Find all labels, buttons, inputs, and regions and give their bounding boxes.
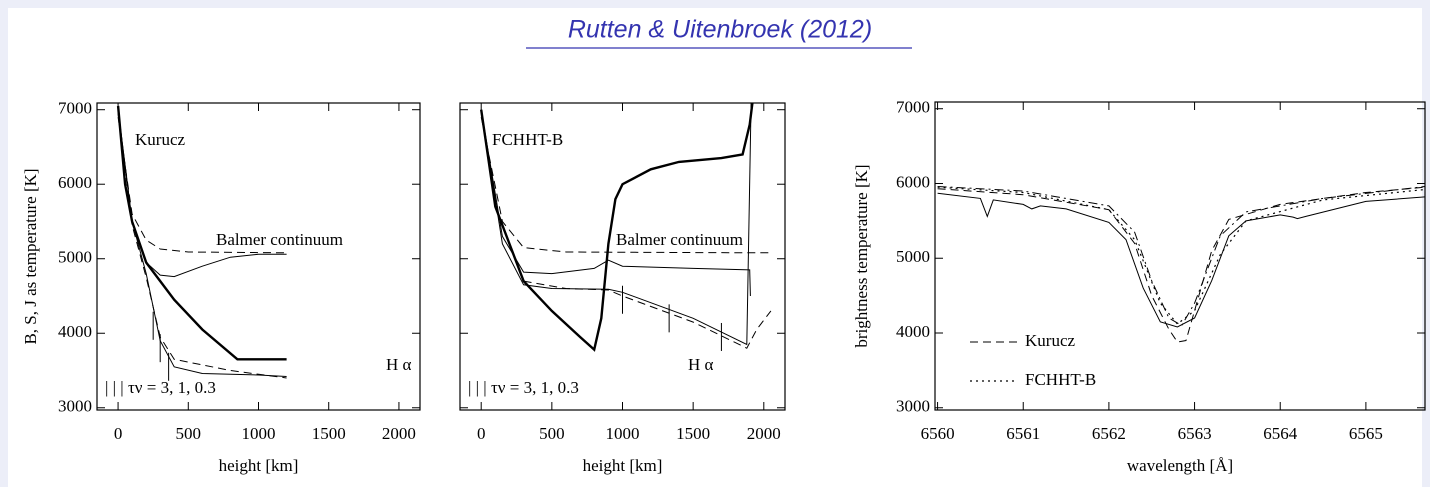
annotation: Balmer continuum	[616, 230, 743, 249]
plot-area	[937, 186, 1425, 343]
annotation: Balmer continuum	[216, 230, 343, 249]
x-tick-label: 6563	[1178, 424, 1212, 443]
y-tick-label: 5000	[896, 247, 930, 266]
x-tick-label: 500	[539, 424, 565, 443]
data-line	[117, 109, 287, 377]
data-line	[117, 109, 287, 278]
x-tick-label: 0	[477, 424, 486, 443]
annotation: | | | τν = 3, 1, 0.3	[468, 378, 579, 397]
y-tick-label: 6000	[896, 172, 930, 191]
plot-area	[116, 105, 287, 381]
data-line	[480, 103, 754, 352]
x-axis-label: height [km]	[583, 456, 663, 475]
x-tick-label: 6564	[1263, 424, 1298, 443]
y-tick-label: 3000	[58, 397, 92, 416]
x-axis-label: height [km]	[219, 456, 299, 475]
y-axis-label: brightness temperature [K]	[852, 164, 871, 347]
x-tick-label: 1500	[312, 424, 346, 443]
citation-link[interactable]: Rutten & Uitenbroek (2012)	[568, 16, 872, 44]
data-line	[523, 280, 772, 349]
annotation: H α	[386, 355, 412, 374]
x-tick-label: 6562	[1092, 424, 1126, 443]
y-tick-label: 7000	[58, 99, 92, 118]
data-line	[480, 117, 771, 254]
x-tick-label: 500	[176, 424, 202, 443]
legend-label: Kurucz	[1025, 331, 1075, 350]
slide-panel	[8, 8, 1422, 487]
data-line	[937, 186, 1425, 343]
data-line	[480, 103, 752, 346]
y-axis-label: B, S, J as temperature [K]	[21, 168, 40, 344]
axes-frame	[934, 101, 1426, 411]
y-tick-label: 4000	[58, 322, 92, 341]
x-tick-label: 2000	[747, 424, 781, 443]
annotation: FCHHT-B	[492, 130, 563, 149]
y-tick-label: 5000	[58, 248, 92, 267]
data-line	[117, 117, 287, 254]
x-tick-label: 6560	[921, 424, 955, 443]
y-tick-label: 3000	[896, 397, 930, 416]
y-tick-label: 6000	[58, 173, 92, 192]
x-tick-label: 6561	[1006, 424, 1040, 443]
annotation: Kurucz	[135, 130, 185, 149]
x-tick-label: 0	[114, 424, 123, 443]
data-line	[937, 186, 1425, 325]
y-tick-label: 4000	[896, 322, 930, 341]
x-tick-label: 6565	[1349, 424, 1383, 443]
data-line	[480, 109, 751, 297]
data-line	[116, 105, 287, 361]
x-tick-label: 1500	[676, 424, 710, 443]
annotation: | | | τν = 3, 1, 0.3	[105, 378, 216, 397]
annotation: H α	[688, 355, 714, 374]
x-tick-label: 1000	[242, 424, 276, 443]
x-axis-label: wavelength [Å]	[1127, 456, 1233, 475]
plot-area	[480, 103, 772, 352]
data-line	[937, 192, 1425, 328]
legend-label: FCHHT-B	[1025, 370, 1096, 389]
y-tick-label: 7000	[896, 98, 930, 117]
x-tick-label: 1000	[606, 424, 640, 443]
x-tick-label: 2000	[382, 424, 416, 443]
data-line	[937, 186, 1425, 327]
